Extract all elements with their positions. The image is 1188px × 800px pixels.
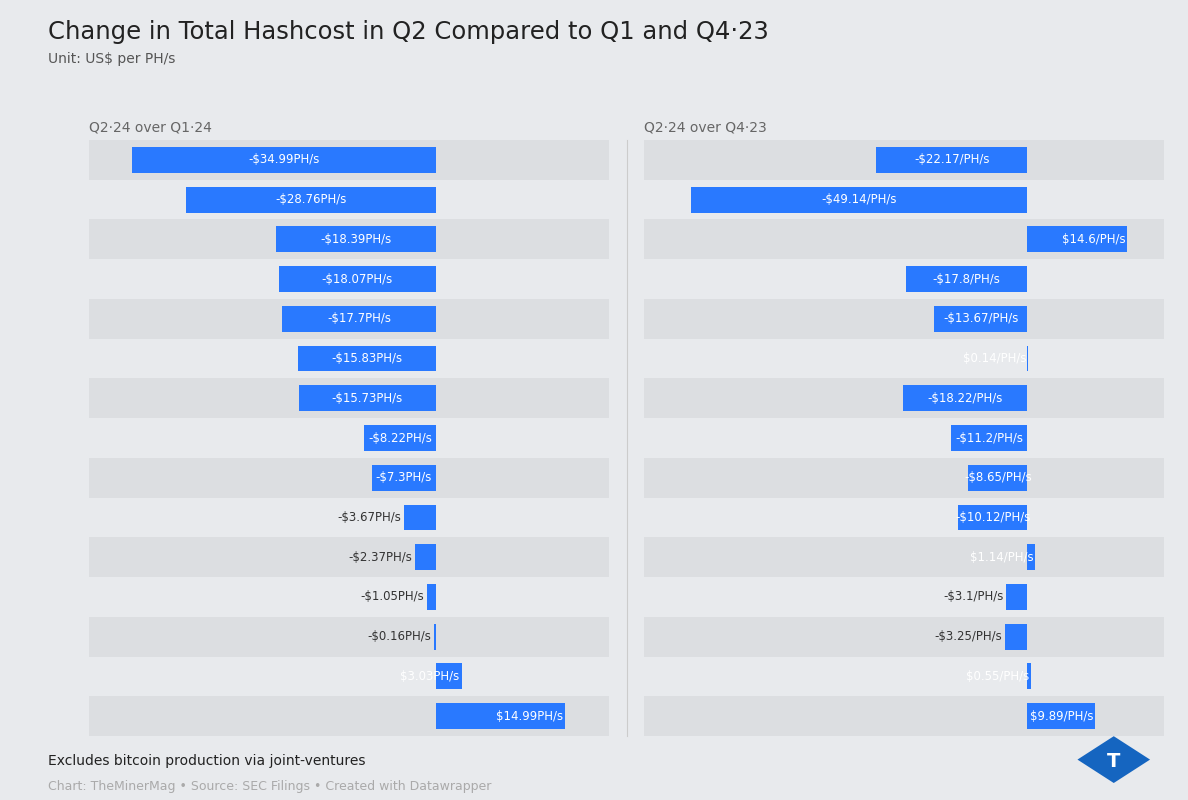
Text: -$15.73PH/s: -$15.73PH/s xyxy=(331,392,403,405)
Bar xyxy=(89,219,608,259)
Bar xyxy=(415,544,436,570)
Text: -$3.1/PH/s: -$3.1/PH/s xyxy=(943,590,1004,603)
Bar xyxy=(372,465,436,490)
Bar xyxy=(298,346,436,371)
Text: -$2.37PH/s: -$2.37PH/s xyxy=(348,550,412,564)
Bar xyxy=(89,418,608,458)
Bar xyxy=(644,378,1164,418)
Bar xyxy=(1028,703,1095,729)
Text: -$15.83PH/s: -$15.83PH/s xyxy=(331,352,403,365)
Bar xyxy=(426,584,436,610)
Bar xyxy=(89,538,608,577)
Bar xyxy=(644,498,1164,538)
Bar xyxy=(277,226,436,252)
Text: Chart: TheMinerMag • Source: SEC Filings • Created with Datawrapper: Chart: TheMinerMag • Source: SEC Filings… xyxy=(48,780,491,793)
Text: T: T xyxy=(1107,752,1120,771)
Bar xyxy=(934,306,1028,332)
Bar xyxy=(644,458,1164,498)
Bar xyxy=(89,299,608,338)
Text: Unit: US$ per PH/s: Unit: US$ per PH/s xyxy=(48,52,175,66)
Bar xyxy=(89,140,608,180)
Bar xyxy=(89,180,608,219)
Text: $0.14/PH/s: $0.14/PH/s xyxy=(962,352,1026,365)
Text: -$22.17/PH/s: -$22.17/PH/s xyxy=(914,154,990,166)
Bar xyxy=(299,386,436,411)
Bar xyxy=(436,663,462,690)
Bar xyxy=(905,266,1028,292)
Text: $3.03PH/s: $3.03PH/s xyxy=(400,670,460,683)
Text: $14.6/PH/s: $14.6/PH/s xyxy=(1062,233,1125,246)
Bar xyxy=(365,425,436,451)
Text: Q2‧24 over Q1‧24: Q2‧24 over Q1‧24 xyxy=(89,121,211,134)
Text: $0.55/PH/s: $0.55/PH/s xyxy=(966,670,1029,683)
Bar xyxy=(89,577,608,617)
Text: -$8.22PH/s: -$8.22PH/s xyxy=(368,431,432,445)
Bar xyxy=(691,186,1028,213)
Bar xyxy=(434,624,436,650)
Bar xyxy=(283,306,436,332)
Bar xyxy=(89,458,608,498)
Bar xyxy=(89,617,608,657)
Text: -$0.16PH/s: -$0.16PH/s xyxy=(368,630,431,643)
Text: $14.99PH/s: $14.99PH/s xyxy=(495,710,563,722)
Bar xyxy=(1028,544,1035,570)
Bar xyxy=(89,657,608,696)
Text: -$10.12/PH/s: -$10.12/PH/s xyxy=(955,511,1030,524)
Text: Q2‧24 over Q4‧23: Q2‧24 over Q4‧23 xyxy=(644,121,767,134)
Bar xyxy=(644,657,1164,696)
Bar xyxy=(644,180,1164,219)
Bar xyxy=(89,259,608,299)
Bar xyxy=(950,425,1028,451)
Text: -$17.7PH/s: -$17.7PH/s xyxy=(327,312,391,326)
Text: -$3.67PH/s: -$3.67PH/s xyxy=(337,511,402,524)
Bar xyxy=(89,378,608,418)
Bar xyxy=(89,498,608,538)
Bar xyxy=(279,266,436,292)
Text: -$1.05PH/s: -$1.05PH/s xyxy=(360,590,424,603)
Bar xyxy=(644,299,1164,338)
Text: -$13.67/PH/s: -$13.67/PH/s xyxy=(943,312,1018,326)
Text: -$11.2/PH/s: -$11.2/PH/s xyxy=(955,431,1023,445)
Text: -$34.99PH/s: -$34.99PH/s xyxy=(248,154,320,166)
Bar xyxy=(187,186,436,213)
Text: -$3.25/PH/s: -$3.25/PH/s xyxy=(935,630,1003,643)
Text: -$8.65/PH/s: -$8.65/PH/s xyxy=(963,471,1031,484)
Text: $9.89/PH/s: $9.89/PH/s xyxy=(1030,710,1093,722)
Text: $1.14/PH/s: $1.14/PH/s xyxy=(969,550,1034,564)
Text: -$28.76PH/s: -$28.76PH/s xyxy=(276,193,347,206)
Text: Excludes bitcoin production via joint-ventures: Excludes bitcoin production via joint-ve… xyxy=(48,754,365,768)
Bar xyxy=(959,505,1028,530)
Bar xyxy=(968,465,1028,490)
Bar xyxy=(89,696,608,736)
Bar xyxy=(644,696,1164,736)
Text: -$17.8/PH/s: -$17.8/PH/s xyxy=(933,273,1000,286)
Bar xyxy=(644,418,1164,458)
Bar xyxy=(1005,624,1028,650)
Bar xyxy=(133,147,436,173)
Text: Change in Total Hashcost in Q2 Compared to Q1 and Q4‧23: Change in Total Hashcost in Q2 Compared … xyxy=(48,20,769,44)
Text: -$7.3PH/s: -$7.3PH/s xyxy=(375,471,432,484)
Bar xyxy=(644,577,1164,617)
Bar xyxy=(1028,226,1127,252)
Bar xyxy=(644,538,1164,577)
Bar xyxy=(89,338,608,378)
Text: -$18.39PH/s: -$18.39PH/s xyxy=(321,233,392,246)
Bar xyxy=(1028,663,1031,690)
Bar xyxy=(644,617,1164,657)
Bar xyxy=(644,140,1164,180)
Bar xyxy=(903,386,1028,411)
Bar xyxy=(876,147,1028,173)
Bar xyxy=(1006,584,1028,610)
Text: -$18.22/PH/s: -$18.22/PH/s xyxy=(928,392,1003,405)
Bar xyxy=(644,338,1164,378)
Bar xyxy=(404,505,436,530)
Text: -$49.14/PH/s: -$49.14/PH/s xyxy=(822,193,897,206)
Bar xyxy=(644,259,1164,299)
Bar xyxy=(436,703,565,729)
Bar xyxy=(644,219,1164,259)
Polygon shape xyxy=(1078,736,1150,783)
Text: -$18.07PH/s: -$18.07PH/s xyxy=(322,273,393,286)
